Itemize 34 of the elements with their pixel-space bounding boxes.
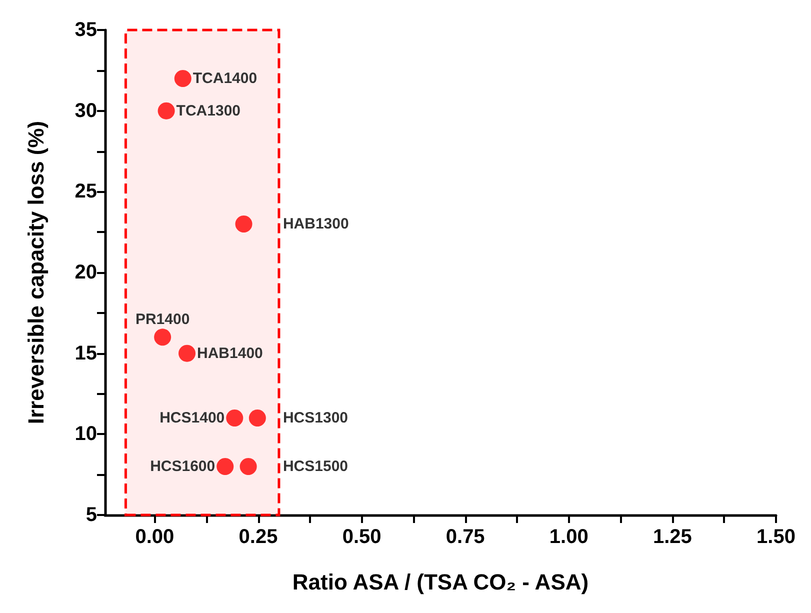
x-tick-label: 1.00: [549, 526, 588, 548]
x-tick-label: 1.25: [652, 526, 692, 548]
y-tick-label: 25: [74, 180, 97, 203]
y-tick-label: 30: [74, 100, 97, 122]
annotation: HCS1500: [282, 458, 348, 475]
y-tick-label: 10: [74, 423, 97, 446]
x-tick-label: 0.00: [135, 526, 174, 548]
y-tick-label: 5: [86, 504, 97, 526]
annotation: HCS1300: [282, 410, 348, 426]
x-tick-label: 0.75: [446, 526, 485, 548]
annotation: HAB1300: [282, 216, 349, 232]
annotation: HCS1600: [150, 458, 216, 475]
annotation: HAB1400: [197, 344, 263, 362]
annotation: PR1400: [135, 311, 190, 328]
point: [235, 216, 252, 232]
point: [174, 70, 192, 87]
annotation: TCA1400: [192, 70, 258, 87]
y-tick-label: 15: [74, 342, 97, 364]
point: [178, 344, 196, 362]
point: [226, 410, 244, 426]
y-tick-label: 35: [74, 19, 97, 41]
y-tick-label: 20: [74, 262, 97, 284]
x-tick-label: 1.50: [756, 526, 796, 548]
point: [216, 458, 234, 475]
annotation: HCS1400: [160, 410, 225, 426]
y-axis-title: Irreversible capacity loss (%): [24, 120, 48, 424]
point: [158, 102, 175, 120]
annotation: TCA1300: [176, 102, 241, 120]
x-axis-title: Ratio ASA / (TSA CO₂ - ASA): [292, 570, 589, 594]
point: [154, 328, 172, 346]
point: [240, 458, 257, 475]
point: [248, 410, 266, 426]
x-tick-label: 0.25: [238, 526, 278, 548]
x-tick-label: 0.50: [342, 526, 382, 548]
